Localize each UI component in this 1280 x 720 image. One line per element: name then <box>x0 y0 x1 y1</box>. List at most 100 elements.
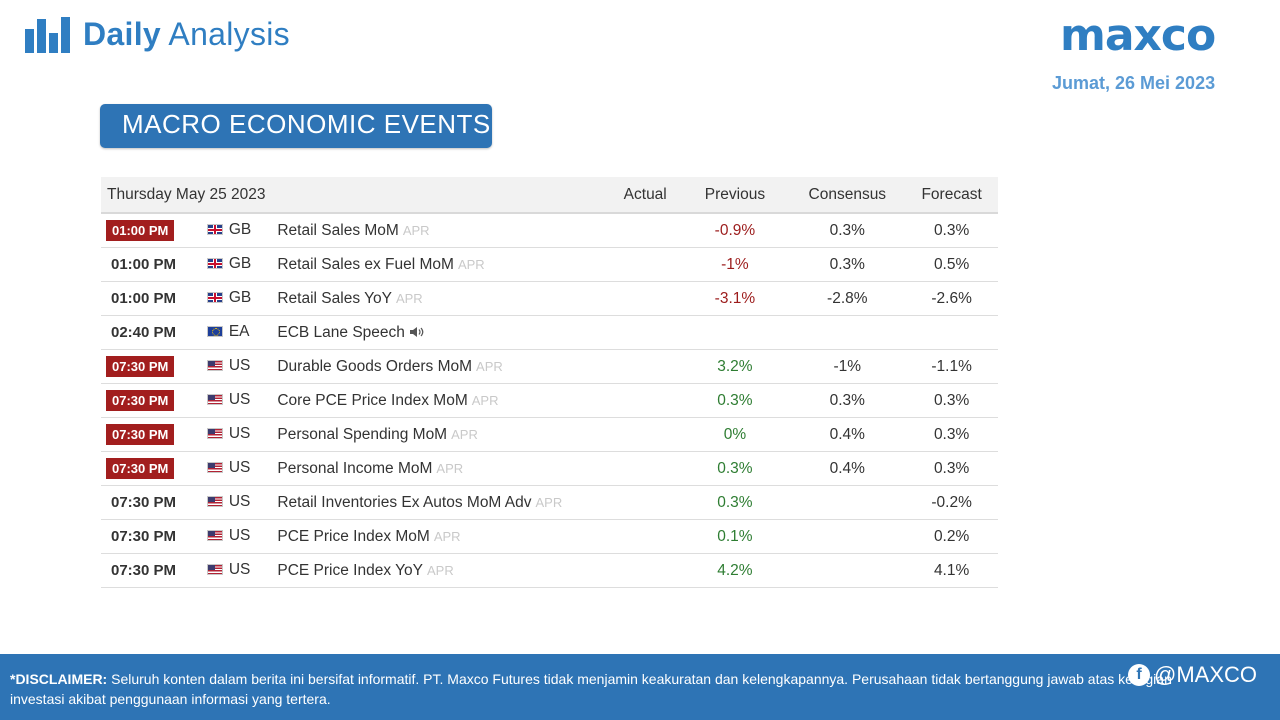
social-handle[interactable]: f @MAXCO <box>1128 662 1257 688</box>
forecast-cell: -1.1% <box>905 349 998 384</box>
actual-cell <box>609 485 681 520</box>
forecast-cell: 0.5% <box>905 247 998 282</box>
table-row[interactable]: 07:30 PM US PCE Price Index YoY APR 4.2% 4.1% <box>101 553 998 588</box>
actual-cell <box>609 451 681 486</box>
previous-cell: 0.1% <box>680 519 790 554</box>
time-cell: 07:30 PM <box>101 485 207 520</box>
table-header-row: Thursday May 25 2023 Actual Previous Con… <box>101 177 998 214</box>
event-name[interactable]: Retail Sales MoM <box>277 221 399 239</box>
consensus-cell <box>789 553 906 588</box>
table-row[interactable]: 07:30 PM US Retail Inventories Ex Autos Mo… <box>101 485 998 520</box>
event-cell: Personal Spending MoM APR <box>277 417 610 452</box>
table-row[interactable]: 07:30 PM US Core PCE Price Index MoM APR 0.3… <box>101 383 998 418</box>
us-flag-icon <box>206 530 223 542</box>
gb-flag-icon <box>206 224 223 236</box>
brand-title: Daily Analysis <box>83 16 290 53</box>
forecast-cell <box>905 315 998 350</box>
event-cell: PCE Price Index MoM APR <box>277 519 610 554</box>
consensus-cell: 0.4% <box>789 417 906 452</box>
event-name[interactable]: PCE Price Index MoM <box>277 527 430 545</box>
consensus-cell: 0.4% <box>789 451 906 486</box>
previous-cell: -0.9% <box>680 213 790 248</box>
consensus-cell: 0.3% <box>789 213 906 248</box>
time-cell: 07:30 PM <box>101 553 207 588</box>
event-name[interactable]: Retail Sales ex Fuel MoM <box>277 255 454 273</box>
time-cell: 07:30 PM <box>101 451 207 486</box>
bar-chart-icon <box>25 16 70 53</box>
date-header: Thursday May 25 2023 <box>101 177 610 214</box>
report-date: Jumat, 26 Mei 2023 <box>1052 73 1216 93</box>
col-actual: Actual <box>609 177 681 214</box>
event-cell: Retail Sales ex Fuel MoM APR <box>277 247 610 282</box>
event-period: APR <box>436 460 464 476</box>
event-name[interactable]: Retail Sales YoY <box>277 289 392 307</box>
table-row[interactable]: 07:30 PM US Personal Income MoM APR 0.3% 0.4%… <box>101 451 998 486</box>
social-handle-text: @MAXCO <box>1154 662 1258 687</box>
country-cell: US <box>206 485 278 520</box>
time-cell: 02:40 PM <box>101 315 207 350</box>
event-time: 07:30 PM <box>111 494 177 511</box>
table-row[interactable]: 01:00 PM GB Retail Sales ex Fuel MoM APR -1%… <box>101 247 998 282</box>
country-code: EA <box>228 322 250 340</box>
forecast-cell: 0.3% <box>905 451 998 486</box>
event-time: 07:30 PM <box>111 562 177 579</box>
country-code: US <box>228 356 251 374</box>
forecast-cell: -0.2% <box>905 485 998 520</box>
event-time: 07:30 PM <box>106 390 175 411</box>
event-period: APR <box>451 426 478 442</box>
event-name[interactable]: PCE Price Index YoY <box>277 561 423 579</box>
actual-cell <box>609 553 681 588</box>
event-name[interactable]: Durable Goods Orders MoM <box>277 357 473 375</box>
country-cell: US <box>206 451 278 486</box>
event-cell: PCE Price Index YoY APR <box>277 553 610 588</box>
table-row[interactable]: 07:30 PM US Personal Spending MoM APR 0% 0.4%… <box>101 417 998 452</box>
table-row[interactable]: 07:30 PM US Durable Goods Orders MoM APR 3.2… <box>101 349 998 384</box>
previous-cell: 0.3% <box>680 383 790 418</box>
event-cell: Core PCE Price Index MoM APR <box>277 383 610 418</box>
consensus-cell <box>789 315 906 350</box>
gb-flag-icon <box>206 258 223 270</box>
event-period: APR <box>471 392 499 408</box>
country-cell: US <box>206 553 278 588</box>
time-cell: 01:00 PM <box>101 281 207 316</box>
us-flag-icon <box>206 428 223 440</box>
eu-flag-icon <box>206 326 223 338</box>
country-code: US <box>228 492 251 510</box>
forecast-cell: 0.3% <box>905 383 998 418</box>
event-cell: Personal Income MoM APR <box>277 451 610 486</box>
event-name[interactable]: Personal Income MoM <box>277 459 433 477</box>
table-row[interactable]: 01:00 PM GB Retail Sales MoM APR -0.9% 0.3% 0.… <box>101 213 998 248</box>
country-code: US <box>228 560 251 578</box>
event-period: APR <box>433 528 461 544</box>
event-time: 07:30 PM <box>106 458 175 479</box>
actual-cell <box>609 349 681 384</box>
table-row[interactable]: 01:00 PM GB Retail Sales YoY APR -3.1% -2.8% -… <box>101 281 998 316</box>
time-cell: 07:30 PM <box>101 349 207 384</box>
event-name[interactable]: Core PCE Price Index MoM <box>277 391 468 409</box>
event-cell: Retail Inventories Ex Autos MoM Adv APR <box>277 485 610 520</box>
facebook-icon: f <box>1128 664 1150 686</box>
actual-cell <box>609 383 681 418</box>
event-name[interactable]: Personal Spending MoM <box>277 425 448 443</box>
event-period: APR <box>535 494 563 510</box>
country-code: US <box>228 390 251 408</box>
country-cell: US <box>206 417 278 452</box>
footer: *DISCLAIMER: Seluruh konten dalam berita… <box>0 654 1280 720</box>
table-row[interactable]: 02:40 PM EA ECB Lane Speech <box>101 315 998 350</box>
event-name[interactable]: ECB Lane Speech <box>277 323 405 341</box>
event-name[interactable]: Retail Inventories Ex Autos MoM Adv <box>277 493 532 511</box>
disclaimer-label: *DISCLAIMER: <box>10 671 108 687</box>
forecast-cell: 0.2% <box>905 519 998 554</box>
actual-cell <box>609 247 681 282</box>
consensus-cell: -1% <box>789 349 906 384</box>
time-cell: 01:00 PM <box>101 247 207 282</box>
country-cell: US <box>206 349 278 384</box>
forecast-cell: 0.3% <box>905 213 998 248</box>
event-cell: Retail Sales YoY APR <box>277 281 610 316</box>
table-row[interactable]: 07:30 PM US PCE Price Index MoM APR 0.1% 0.2% <box>101 519 998 554</box>
col-forecast: Forecast <box>905 177 998 214</box>
actual-cell <box>609 281 681 316</box>
consensus-cell <box>789 485 906 520</box>
country-code: GB <box>228 254 252 272</box>
brand-title-light: Analysis <box>168 16 290 52</box>
